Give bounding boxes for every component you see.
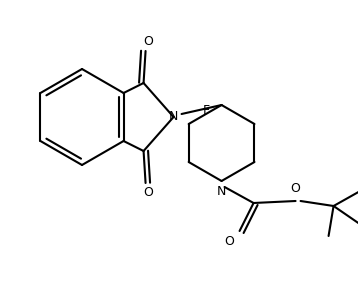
Text: O: O <box>291 182 300 195</box>
Text: N: N <box>217 185 226 198</box>
Text: O: O <box>144 186 154 199</box>
Text: O: O <box>225 235 234 248</box>
Text: F: F <box>202 103 209 117</box>
Text: O: O <box>144 35 154 48</box>
Text: N: N <box>169 110 178 124</box>
